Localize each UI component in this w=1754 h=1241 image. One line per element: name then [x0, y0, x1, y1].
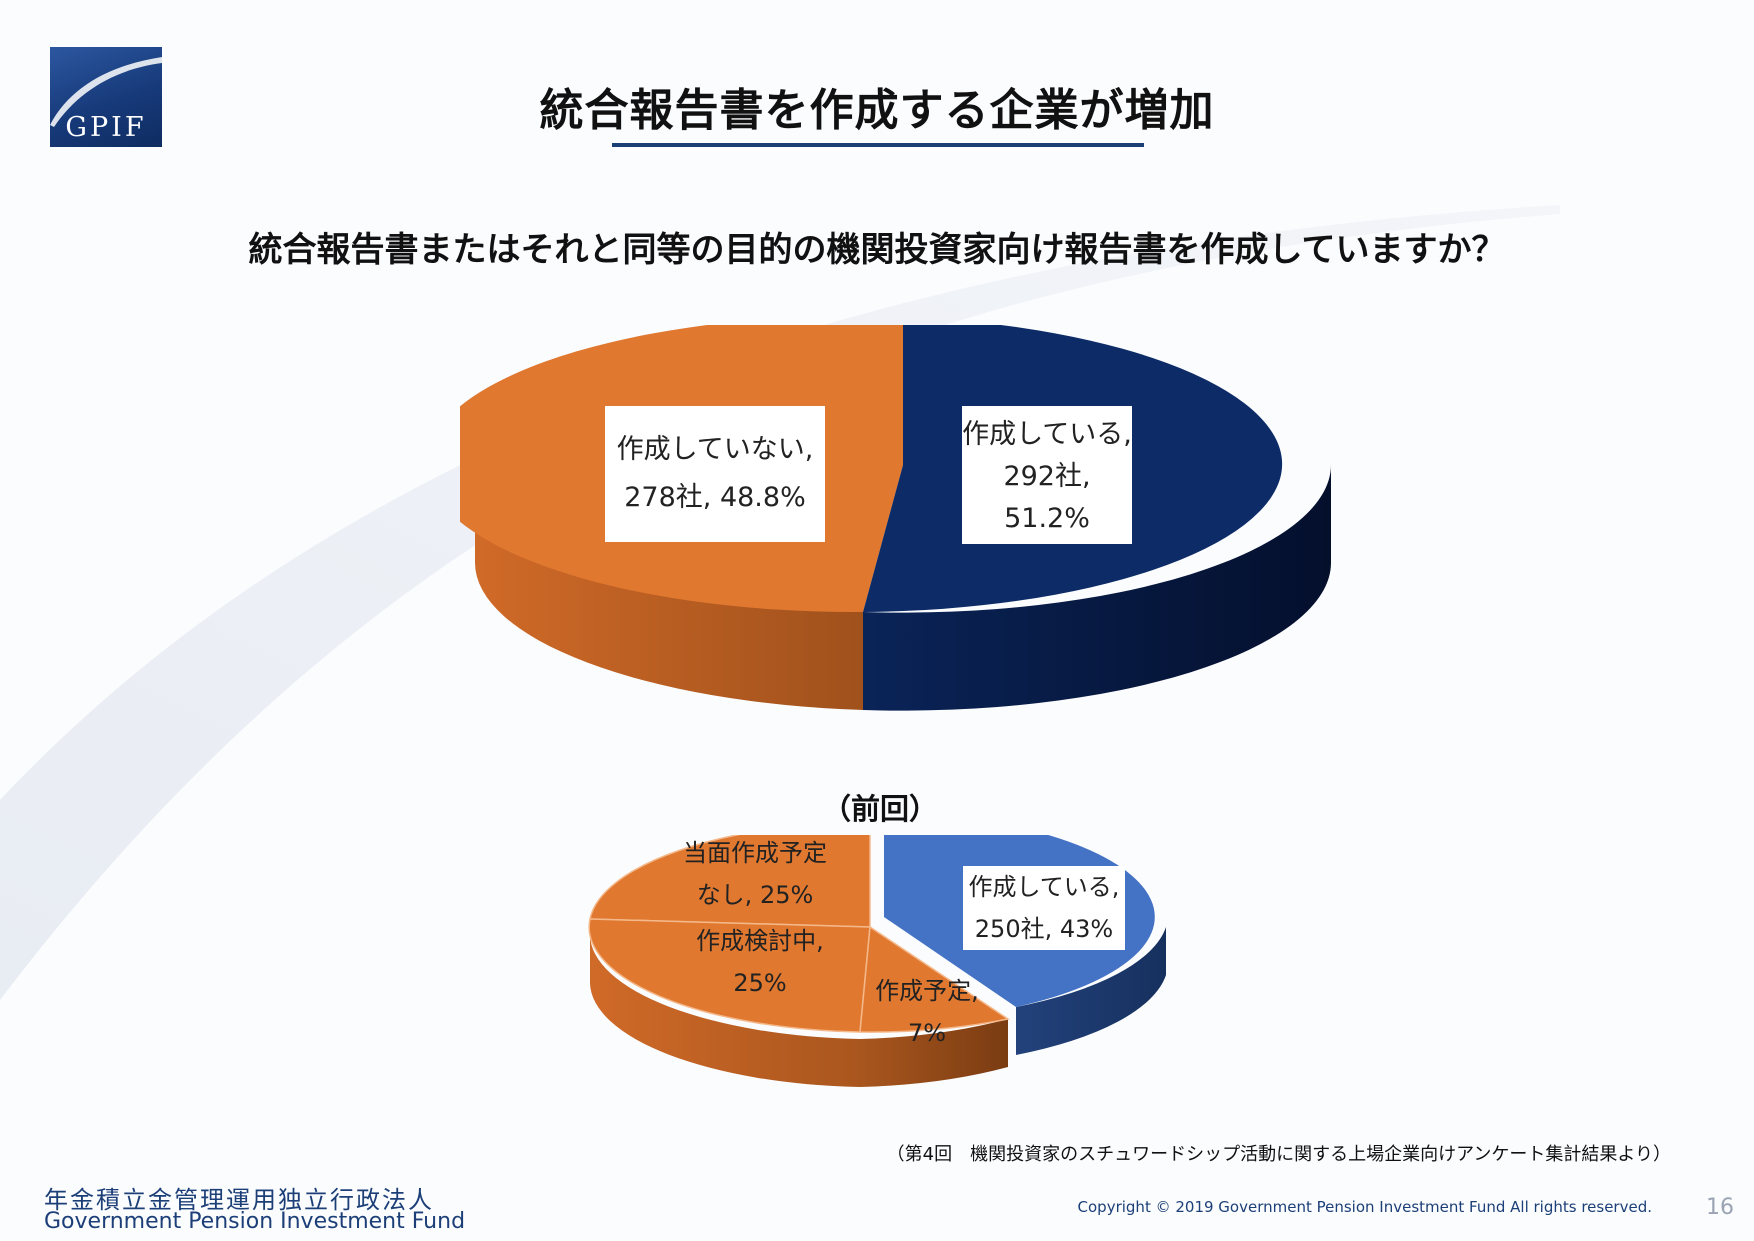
page-number: 16 [1706, 1195, 1734, 1220]
prev-side-blue [1016, 927, 1166, 1055]
prev-label-considering-line2: 25% [733, 969, 787, 997]
main-pie-chart [460, 325, 1331, 711]
prev-label-considering-line1: 作成検討中, [696, 927, 824, 955]
page-title: 統合報告書を作成する企業が増加 [539, 85, 1215, 136]
label-not-creating-line1: 作成していない, [616, 434, 814, 465]
pie-side-blue [863, 465, 1331, 711]
label-creating-line2: 292社, [1003, 461, 1091, 492]
prev-label-no-plan-line1: 当面作成予定 [683, 839, 827, 867]
prev-label-planned-line1: 作成予定, [875, 977, 979, 1005]
prev-label-no-plan: 当面作成予定 なし, 25% [670, 832, 840, 916]
logo-text: GPIF [65, 112, 147, 143]
prev-label-no-plan-line2: なし, 25% [696, 881, 814, 909]
label-creating-line3: 51.2% [1004, 503, 1090, 534]
prev-label-creating-line2: 250社, 43% [974, 915, 1114, 943]
prev-slice-considering [588, 918, 871, 1033]
prev-slice-no-plan [589, 835, 871, 928]
source-note: （第4回 機関投資家のスチュワードシップ活動に関する上場企業向けアンケート集計結… [886, 1144, 1671, 1165]
prev-side-orange-7 [860, 1019, 1008, 1087]
label-creating: 作成している, 292社, 51.2% [962, 406, 1132, 544]
title-underline [612, 143, 1144, 147]
label-not-creating-line2: 278社, 48.8% [624, 482, 806, 513]
prev-label-considering: 作成検討中, 25% [680, 920, 840, 1004]
org-name-japanese: 年金積立金管理運用独立行政法人 [44, 1186, 434, 1214]
label-creating-line1: 作成している, [962, 419, 1132, 450]
pie-side-orange [475, 465, 863, 710]
previous-survey-title: （前回） [821, 792, 938, 826]
prev-label-planned: 作成予定, 7% [862, 970, 992, 1054]
org-name-english: Government Pension Investment Fund [44, 1209, 466, 1234]
prev-label-creating: 作成している, 250社, 43% [963, 866, 1125, 950]
prev-label-creating-line1: 作成している, [968, 873, 1120, 901]
prev-label-planned-line2: 7% [907, 1019, 947, 1047]
prev-slice-planned [859, 925, 1010, 1033]
prev-side-orange [590, 935, 860, 1087]
copyright: Copyright © 2019 Government Pension Inve… [1077, 1198, 1652, 1216]
survey-question: 統合報告書またはそれと同等の目的の機関投資家向け報告書を作成していますか？ [248, 230, 1506, 270]
label-not-creating: 作成していない, 278社, 48.8% [605, 406, 825, 542]
gpif-logo: GPIF [50, 47, 162, 147]
